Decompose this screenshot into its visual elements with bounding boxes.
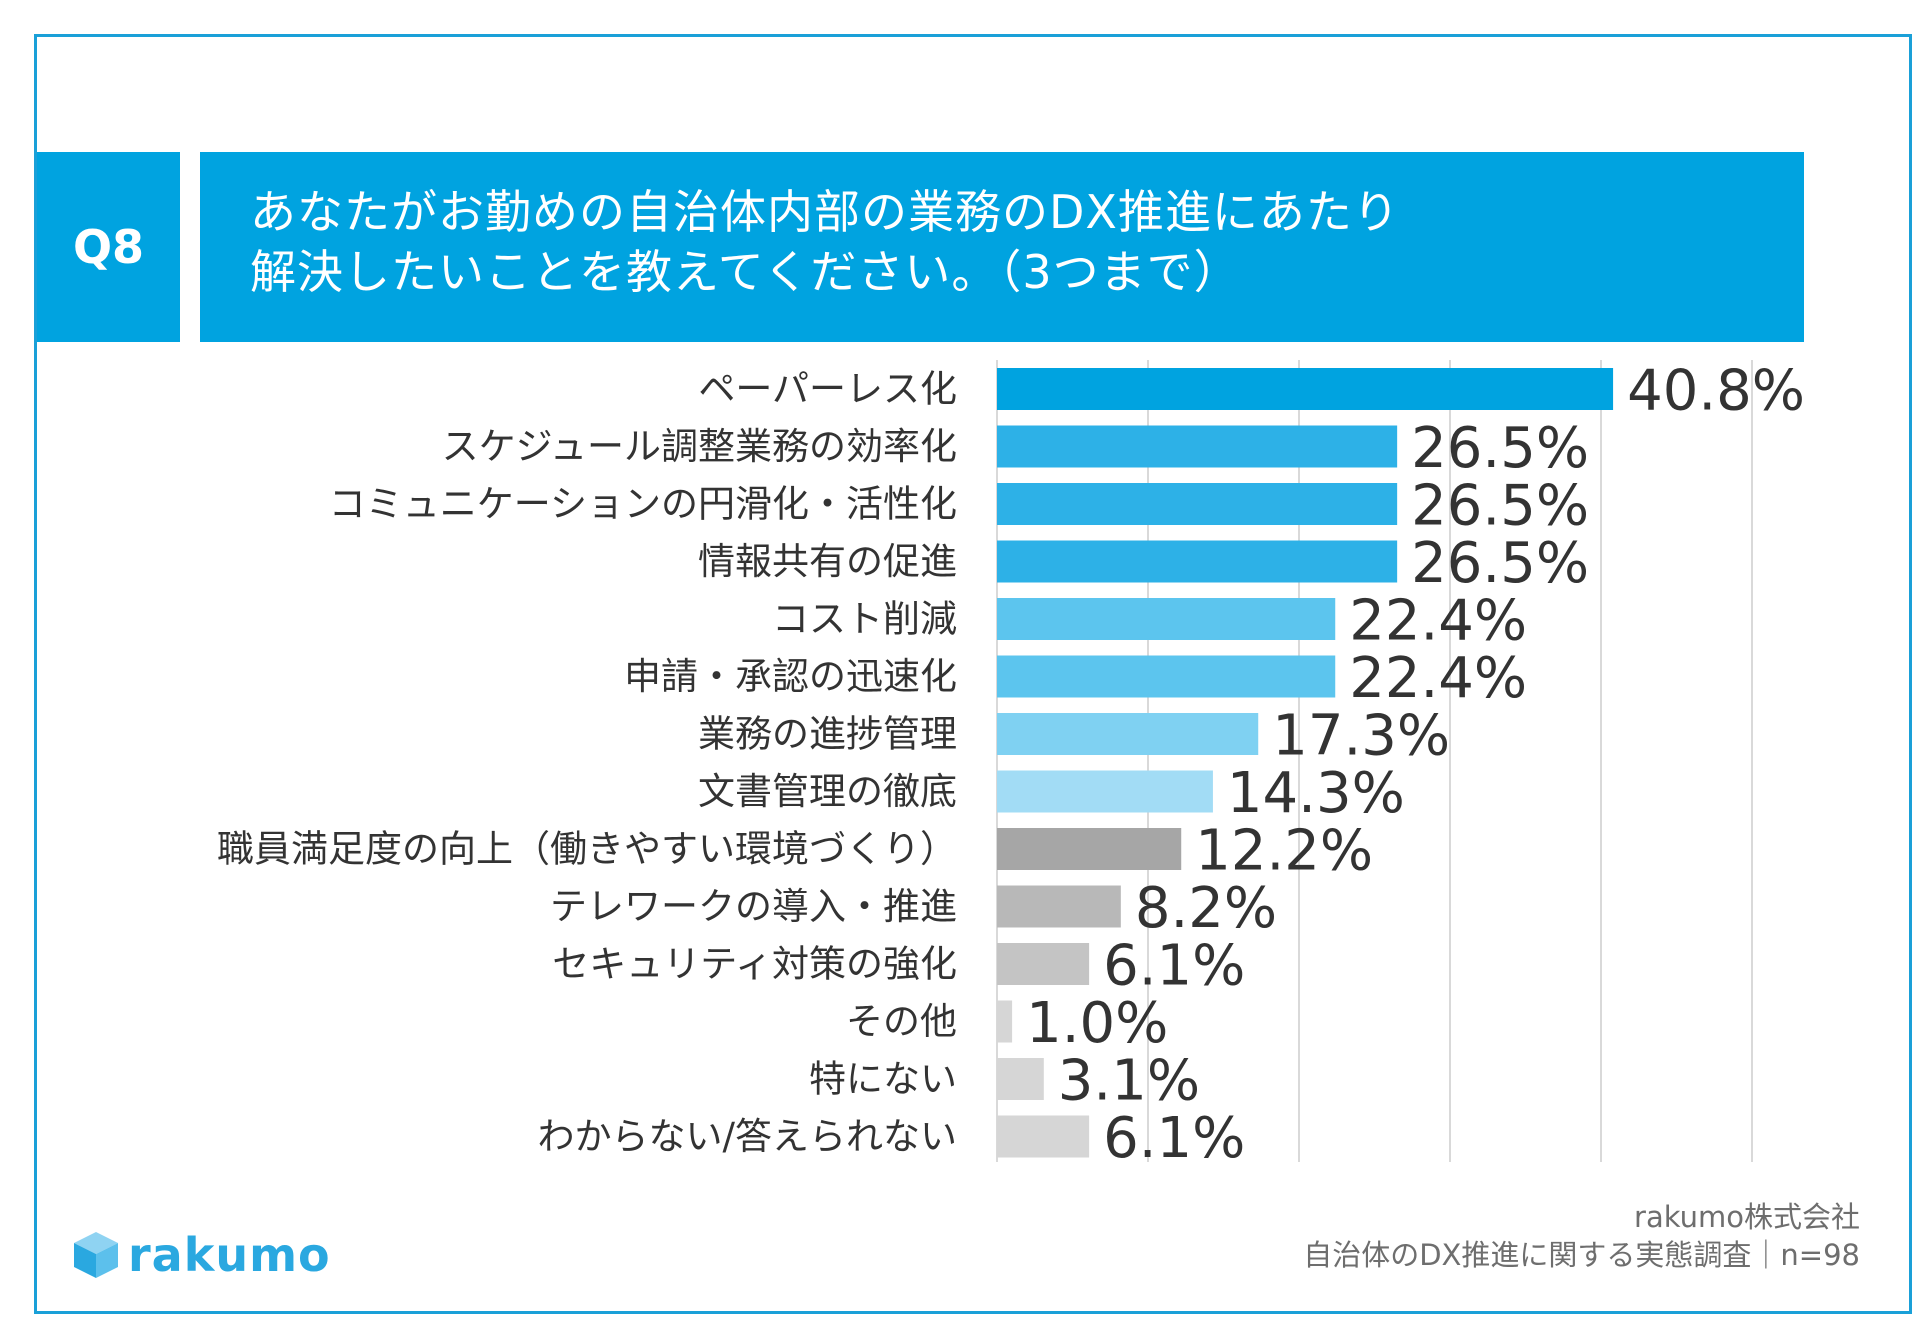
bar xyxy=(997,540,1398,583)
bar xyxy=(997,1000,1013,1043)
category-label: コスト削減 xyxy=(772,598,957,641)
value-label: 6.1% xyxy=(1103,1106,1245,1171)
question-title-line-1: あなたがお勤めの自治体内部の業務のDX推進にあたり xyxy=(250,185,1400,239)
category-label: ペーパーレス化 xyxy=(698,368,957,411)
logo-text: rakumo xyxy=(128,1228,331,1282)
value-label: 17.3% xyxy=(1272,704,1450,769)
question-number-badge: Q8 xyxy=(37,152,180,342)
category-label: 文書管理の徹底 xyxy=(698,770,957,813)
value-label: 26.5% xyxy=(1411,416,1589,481)
bar xyxy=(997,598,1336,640)
value-label: 26.5% xyxy=(1411,531,1589,596)
category-label: その他 xyxy=(846,1000,957,1043)
value-label: 14.3% xyxy=(1227,761,1405,826)
category-label: テレワークの導入・推進 xyxy=(550,885,957,928)
value-label: 22.4% xyxy=(1349,646,1527,711)
bar xyxy=(997,368,1614,410)
value-label: 3.1% xyxy=(1058,1049,1200,1114)
value-label: 8.2% xyxy=(1135,876,1277,941)
category-label: 特にない xyxy=(809,1058,957,1101)
footer-company: rakumo株式会社 xyxy=(1634,1200,1860,1234)
bar xyxy=(997,483,1398,525)
cube-logo-icon xyxy=(74,1232,118,1278)
rakumo-logo: rakumo xyxy=(72,1228,331,1282)
bar xyxy=(997,770,1213,813)
question-number: Q8 xyxy=(72,220,145,274)
value-label: 40.8% xyxy=(1627,359,1805,424)
bar xyxy=(997,655,1336,698)
value-label: 22.4% xyxy=(1349,589,1527,654)
category-label: 申請・承認の迅速化 xyxy=(624,655,957,698)
bar xyxy=(997,1058,1044,1100)
bar xyxy=(997,425,1398,468)
bar xyxy=(997,713,1259,755)
question-title-banner: あなたがお勤めの自治体内部の業務のDX推進にあたり 解決したいことを教えてくださ… xyxy=(200,152,1804,342)
bar xyxy=(997,943,1090,985)
category-label: コミュニケーションの円滑化・活性化 xyxy=(329,483,957,526)
category-label: 業務の進捗管理 xyxy=(698,713,957,756)
category-label: 職員満足度の向上（働きやすい環境づくり） xyxy=(217,828,957,871)
footer: rakumo株式会社 自治体のDX推進に関する実態調査｜n=98 xyxy=(1303,1198,1860,1274)
slide-frame: Q8 あなたがお勤めの自治体内部の業務のDX推進にあたり 解決したいことを教えて… xyxy=(34,34,1912,1314)
question-title-line-2: 解決したいことを教えてください。（3つまで） xyxy=(250,245,1241,299)
value-label: 12.2% xyxy=(1195,819,1373,884)
value-label: 26.5% xyxy=(1411,474,1589,539)
value-label: 6.1% xyxy=(1103,934,1245,999)
category-label: 情報共有の促進 xyxy=(698,540,957,583)
bar xyxy=(997,885,1121,928)
value-label: 1.0% xyxy=(1026,991,1168,1056)
category-label: スケジュール調整業務の効率化 xyxy=(442,425,957,468)
bar xyxy=(997,828,1182,870)
bar xyxy=(997,1115,1090,1158)
category-label: セキュリティ対策の強化 xyxy=(552,943,957,986)
category-label: わからない/答えられない xyxy=(538,1115,957,1158)
footer-survey: 自治体のDX推進に関する実態調査｜n=98 xyxy=(1303,1238,1860,1272)
